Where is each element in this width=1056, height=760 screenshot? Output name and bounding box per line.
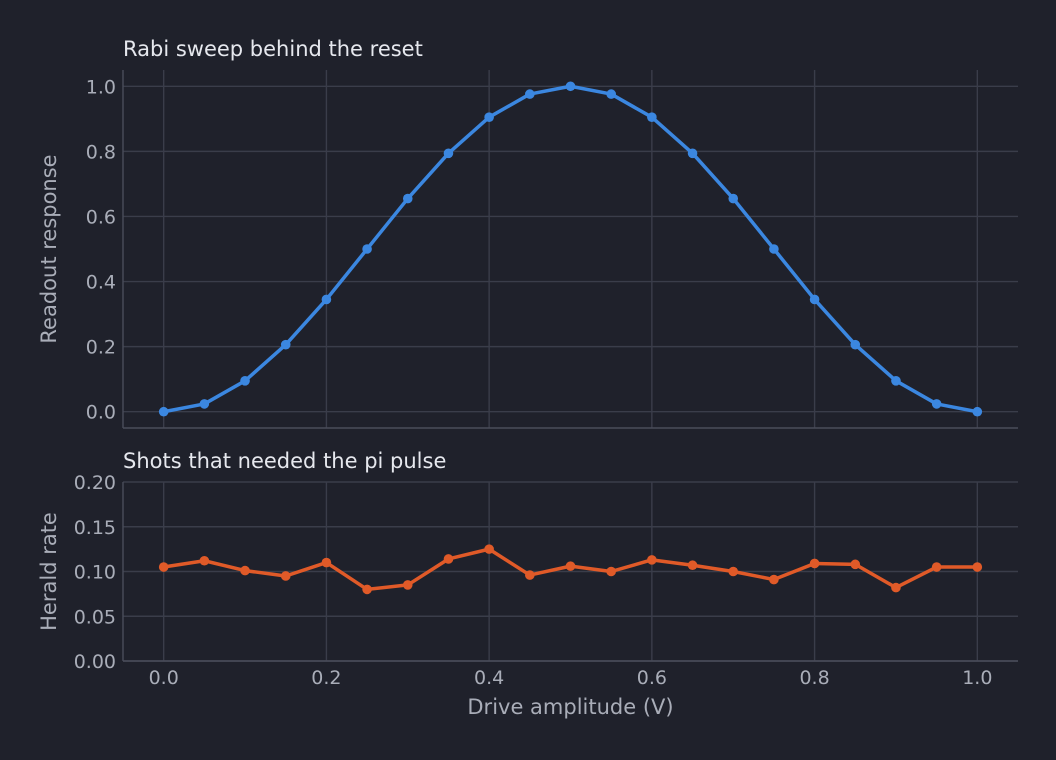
data-point — [687, 560, 698, 571]
y-tick-label: 0.6 — [86, 206, 116, 228]
x-tick-label: 1.0 — [962, 667, 992, 689]
rabi-sweep-panel: 0.0 0.2 0.4 0.6 0.8 1.0 Rabi sweep behind the … — [37, 37, 1018, 429]
data-point — [443, 554, 454, 564]
data-point — [606, 89, 616, 99]
data-point — [809, 558, 820, 569]
x-tick-label: 0.8 — [799, 667, 829, 689]
y-tick-label: 0.0 — [86, 402, 116, 424]
chart-title: Shots that needed the pi pulse — [123, 449, 446, 473]
data-point — [850, 339, 861, 350]
y-axis-label: Herald rate — [37, 512, 61, 631]
data-point — [565, 561, 576, 571]
data-point — [484, 112, 494, 122]
data-point — [931, 562, 942, 572]
x-axis-label: Drive amplitude (V) — [467, 695, 673, 719]
x-tick-label: 0.2 — [311, 667, 341, 689]
data-point — [931, 399, 942, 409]
data-point — [606, 566, 616, 577]
data-point — [647, 112, 657, 122]
x-tick-label: 0.4 — [474, 667, 504, 689]
data-point — [525, 570, 535, 580]
y-tick-label: 0.2 — [86, 337, 116, 359]
x-tick-label: 0.0 — [149, 667, 179, 689]
data-point — [728, 566, 739, 577]
data-point — [280, 571, 291, 581]
y-tick-label: 0.8 — [86, 141, 116, 163]
data-point — [240, 565, 250, 576]
series-line — [161, 84, 980, 414]
data-point — [687, 148, 698, 159]
data-point — [850, 559, 861, 570]
data-point — [158, 406, 169, 417]
y-tick-label: 0.05 — [74, 606, 116, 628]
x-tick-label: 0.6 — [637, 667, 667, 689]
data-point — [199, 399, 210, 409]
data-point — [891, 582, 901, 593]
y-tick-label: 0.15 — [74, 517, 116, 539]
data-point — [565, 81, 576, 92]
data-point — [972, 406, 983, 417]
data-point — [525, 89, 535, 99]
chart-title: Rabi sweep behind the reset — [123, 37, 423, 61]
data-point — [158, 562, 169, 572]
y-tick-label: 0.20 — [74, 472, 116, 494]
data-point — [402, 580, 413, 590]
data-point — [647, 555, 657, 565]
data-point — [321, 294, 332, 305]
data-point — [443, 148, 454, 159]
data-point — [321, 557, 332, 568]
herald-rate-panel: 0.00 0.05 0.10 0.15 0.20 0.0 0.2 0.4 0.6 0.8 1.0 Sh… — [37, 449, 1018, 719]
data-point — [362, 244, 372, 254]
data-point — [484, 544, 494, 554]
data-point — [972, 562, 983, 572]
data-point — [769, 574, 779, 585]
data-point — [891, 376, 901, 386]
data-point — [809, 294, 820, 305]
y-tick-label: 0.10 — [74, 562, 116, 584]
y-tick-label: 1.0 — [86, 76, 116, 98]
data-point — [199, 555, 210, 566]
data-point — [240, 376, 250, 386]
data-point — [280, 339, 291, 350]
y-axis-label: Readout response — [37, 154, 61, 343]
data-point — [362, 584, 372, 595]
y-tick-label: 0.4 — [86, 272, 116, 294]
y-tick-label: 0.00 — [74, 651, 116, 673]
data-point — [402, 193, 413, 204]
data-point — [769, 244, 779, 254]
data-point — [728, 193, 739, 204]
